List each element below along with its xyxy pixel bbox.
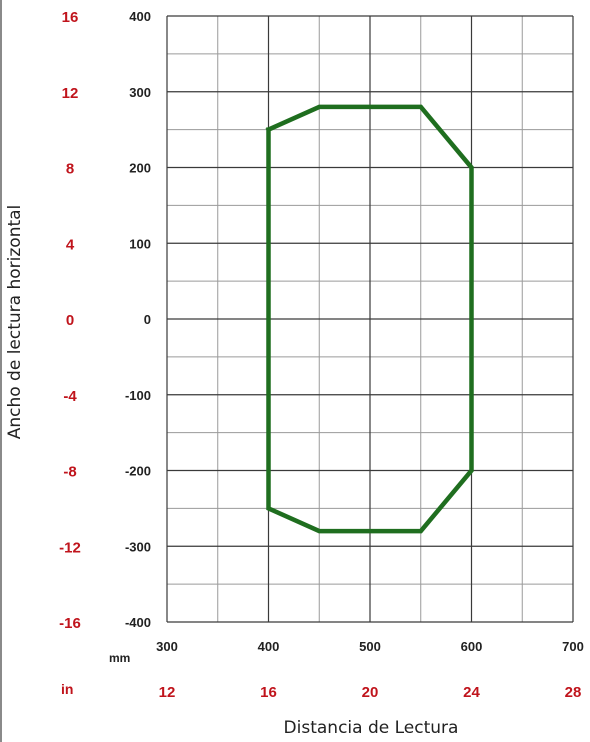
y-tick-labels-in: 16 12 8 4 0 -4 -8 -12 -16	[59, 9, 81, 632]
y-tick-label-in: -16	[59, 615, 81, 632]
y-tick-label-mm: -100	[125, 388, 151, 403]
y-tick-label-mm: -400	[125, 615, 151, 630]
x-tick-label-in: 24	[463, 684, 480, 701]
y-tick-label-mm: 400	[129, 9, 151, 24]
y-tick-label-mm: -300	[125, 539, 151, 554]
y-tick-label-in: 0	[66, 312, 74, 329]
x-tick-label-mm: 300	[156, 639, 178, 654]
x-tick-label-in: 28	[565, 684, 582, 701]
y-tick-label-mm: -200	[125, 464, 151, 479]
y-tick-label-in: -8	[63, 464, 76, 481]
x-tick-label-mm: 700	[562, 639, 584, 654]
y-tick-label-in: -12	[59, 539, 81, 556]
x-unit-mm-label: mm	[109, 651, 130, 665]
y-tick-label-in: -4	[63, 388, 77, 405]
x-tick-labels-mm: 300 400 500 600 700	[156, 639, 584, 654]
y-tick-label-mm: 0	[144, 312, 151, 327]
x-tick-label-in: 20	[362, 684, 379, 701]
x-tick-label-in: 16	[260, 684, 277, 701]
reading-zone-line	[265, 104, 474, 534]
y-tick-label-in: 12	[62, 85, 79, 102]
y-tick-label-in: 4	[66, 236, 75, 253]
y-axis-title: Ancho de lectura horizontal	[5, 205, 25, 440]
x-tick-label-in: 12	[159, 684, 176, 701]
x-unit-in-label: in	[61, 681, 73, 697]
y-tick-label-in: 8	[66, 161, 74, 178]
y-tick-labels-mm: 400 300 200 100 0 -100 -200 -300 -400	[125, 9, 151, 630]
x-tick-label-mm: 400	[258, 639, 280, 654]
x-tick-label-mm: 500	[359, 639, 381, 654]
y-tick-label-in: 16	[62, 9, 79, 26]
page-border	[0, 0, 2, 742]
y-tick-label-mm: 200	[129, 161, 151, 176]
x-tick-labels-in: 12 16 20 24 28	[159, 684, 582, 701]
x-axis-title: Distancia de Lectura	[284, 718, 459, 738]
x-tick-label-mm: 600	[461, 639, 483, 654]
y-tick-label-mm: 300	[129, 85, 151, 100]
y-tick-label-mm: 100	[129, 236, 151, 251]
